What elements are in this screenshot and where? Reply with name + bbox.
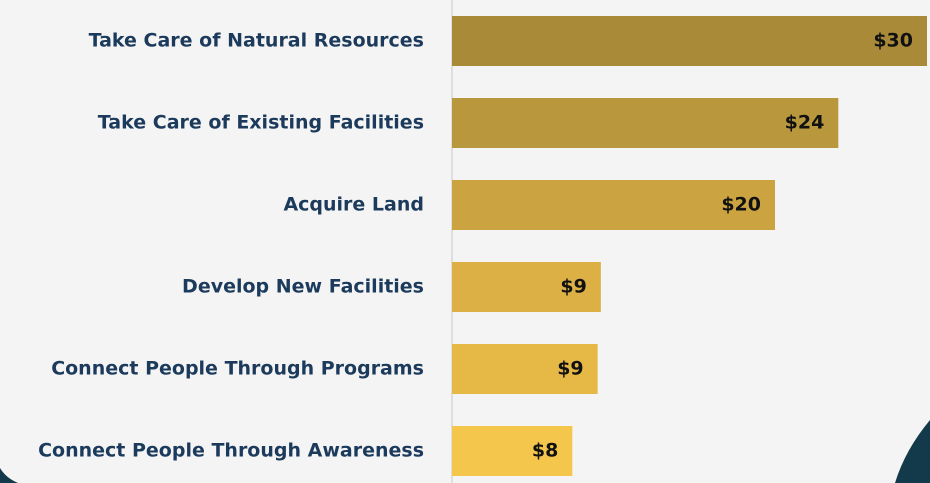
- value-label: $20: [721, 194, 761, 216]
- corner-decoration: [0, 468, 18, 483]
- value-label: $8: [532, 440, 558, 462]
- bar: [452, 16, 927, 66]
- bar: [452, 426, 573, 476]
- category-label: Connect People Through Awareness: [38, 440, 424, 462]
- bar: [452, 344, 598, 394]
- bar: [452, 262, 601, 312]
- corner-decoration: [895, 420, 930, 483]
- category-label: Develop New Facilities: [182, 276, 424, 298]
- bar: [452, 180, 775, 230]
- category-label: Take Care of Existing Facilities: [98, 112, 424, 134]
- value-label: $9: [560, 276, 586, 298]
- category-label: Take Care of Natural Resources: [89, 30, 424, 52]
- value-label: $9: [557, 358, 583, 380]
- value-label: $30: [873, 30, 913, 52]
- value-label: $24: [785, 112, 825, 134]
- bar: [452, 98, 839, 148]
- category-label: Acquire Land: [283, 194, 424, 216]
- category-label: Connect People Through Programs: [51, 358, 424, 380]
